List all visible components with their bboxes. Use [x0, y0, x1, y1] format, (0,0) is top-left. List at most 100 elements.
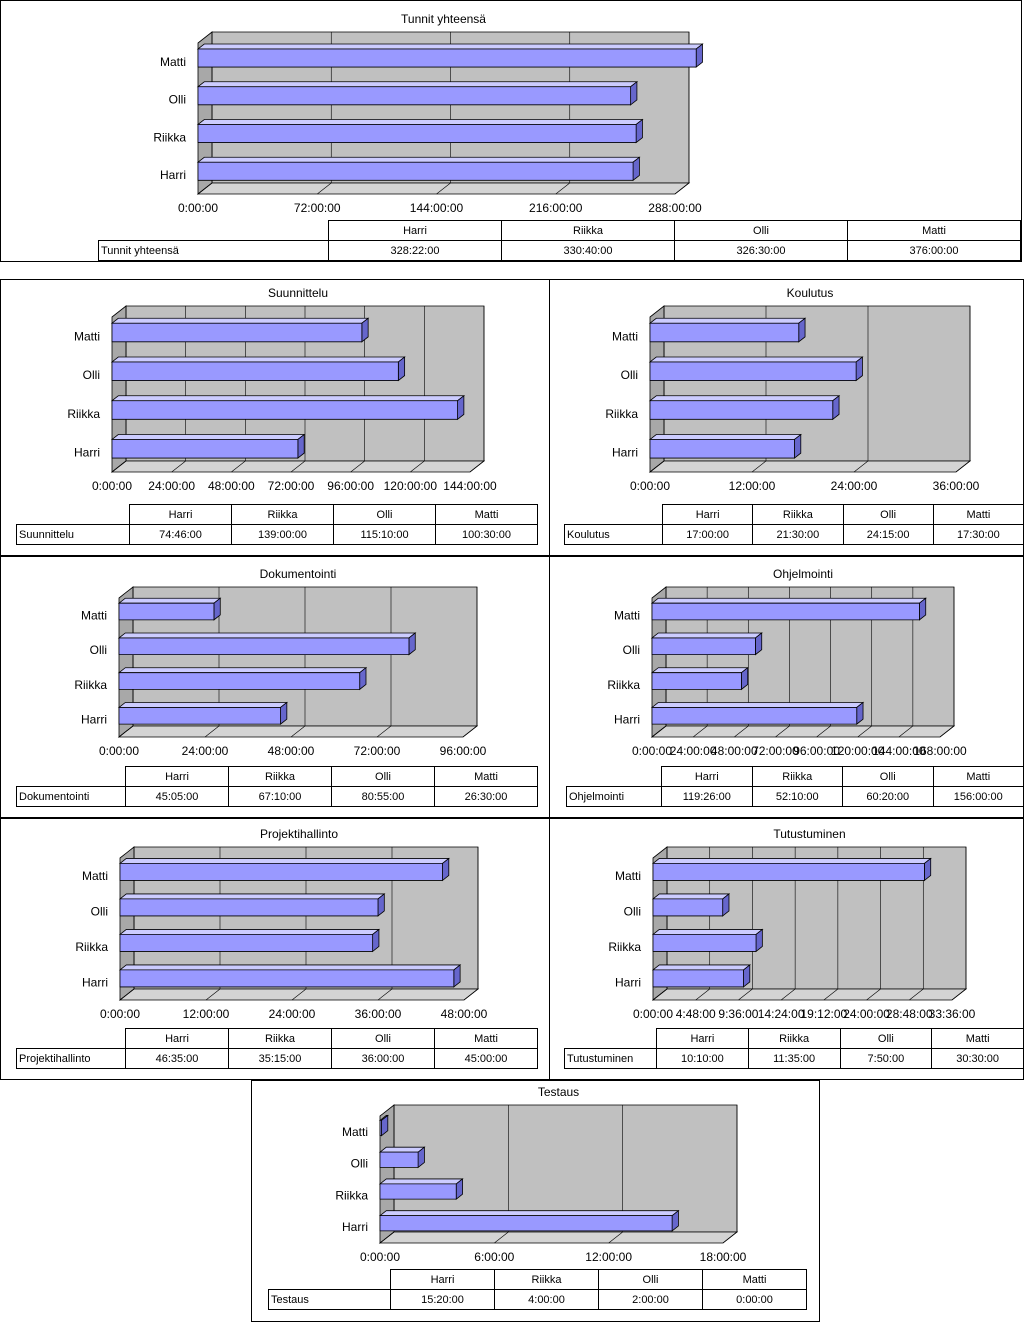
x-tick-label: 4:48:00 — [676, 1007, 716, 1021]
bar-riikka — [117, 666, 368, 691]
table-value-cell: 100:30:00 — [435, 524, 538, 545]
bar-front — [197, 86, 632, 106]
bar-front — [652, 933, 757, 952]
table-value-cell: 10:10:00 — [656, 1048, 749, 1069]
bar-front — [197, 161, 634, 181]
y-category-label: Riikka — [75, 940, 108, 954]
bar-riikka — [651, 928, 764, 953]
floor-gridline — [939, 725, 955, 738]
bar-front — [651, 672, 742, 690]
table-value-cell: 35:15:00 — [228, 1048, 332, 1069]
table-header-cell: Olli — [842, 504, 934, 525]
y-category-label: Riikka — [153, 130, 186, 144]
table-value-cell: 2:00:00 — [598, 1289, 703, 1310]
y-category-label: Harri — [612, 446, 638, 460]
data-table-projektihallinto: Harri Riikka Olli Matti Projektihallinto 46:3… — [16, 1028, 538, 1069]
y-category-label: Matti — [160, 55, 186, 69]
floor-gridline — [205, 988, 221, 1001]
bar-top — [378, 1210, 680, 1217]
bar-matti — [110, 317, 370, 343]
floor-gridline — [898, 725, 914, 738]
bar-top — [650, 597, 927, 604]
bar-front — [118, 602, 215, 621]
y-category-label: Olli — [624, 904, 641, 918]
chart-panel-total: Tunnit yhteensä 0:00:00 72:00:00 144:00:00 2… — [0, 0, 1022, 262]
table-header-cell: Harri — [125, 1028, 229, 1049]
bar-matti — [118, 857, 450, 882]
y-category-label: Riikka — [67, 407, 100, 421]
bar-top — [648, 395, 841, 402]
bar-front — [651, 707, 858, 725]
x-tick-label: 288:00:00 — [648, 201, 702, 215]
floor-gridline — [951, 988, 967, 1001]
y-category-label: Olli — [351, 1157, 368, 1171]
x-tick-label: 36:00:00 — [933, 479, 980, 493]
bar-top — [378, 1146, 426, 1153]
y-category-label: Harri — [160, 168, 186, 182]
chart-panel-suunnittelu: Suunnittelu 0:00:00 24:00:00 48:00:00 72:00:… — [0, 279, 550, 556]
floor-gridline — [751, 460, 767, 473]
bar-harri — [110, 433, 306, 459]
bar-riikka — [650, 666, 749, 691]
floor-gridline — [231, 460, 246, 473]
chart-svg-dokumentointi: Dokumentointi 0:00:00 24:00:00 48:00:00 72:0… — [74, 567, 486, 758]
table-value-cell: 74:46:00 — [129, 524, 232, 545]
chart-title: Tunnit yhteensä — [401, 12, 486, 26]
x-tick-label: 33:36:00 — [929, 1007, 976, 1021]
bar-front — [649, 361, 857, 381]
x-tick-label: 48:00:00 — [711, 744, 758, 758]
data-table-total: Harri Riikka Olli Matti Tunnit yhteensä 328:2… — [98, 220, 1021, 261]
floor-gridline — [119, 988, 135, 1001]
chart-title: Suunnittelu — [268, 286, 328, 300]
bar-front — [197, 48, 697, 68]
bar-riikka — [196, 118, 644, 144]
chart-svg-tutustuminen: Tutustuminen 0:00:00 4:48:00 9:36:00 14:24:0… — [608, 827, 976, 1021]
table-header-cell: Olli — [839, 1028, 933, 1049]
bar-top — [651, 964, 751, 971]
y-category-label: Matti — [612, 329, 638, 343]
floor-gridline — [823, 988, 839, 1001]
table-header-cell: Matti — [847, 220, 1021, 241]
chart-title: Koulutus — [787, 286, 834, 300]
x-tick-label: 12:00:00 — [729, 479, 776, 493]
table-row-label: Ohjelmointi — [566, 786, 662, 807]
chart-svg-testaus: Testaus 0:00:00 6:00:00 12:00:00 18:00:00 Har… — [335, 1085, 746, 1264]
table-row-label: Suunnittelu — [16, 524, 130, 545]
table-header-cell: Matti — [932, 766, 1024, 787]
x-tick-label: 48:00:00 — [441, 1007, 488, 1021]
x-tick-label: 24:00:00 — [831, 479, 878, 493]
table-header-cell: Olli — [331, 1028, 435, 1049]
data-table-dokumentointi: Harri Riikka Olli Matti Dokumentointi 45:05:0… — [16, 766, 538, 807]
table-value-cell: 80:55:00 — [331, 786, 435, 807]
table-header-cell: Riikka — [747, 1028, 841, 1049]
floor-gridline — [379, 1231, 395, 1244]
bar-olli — [650, 632, 763, 656]
table-value-cell: 60:20:00 — [842, 786, 934, 807]
table-value-cell: 52:10:00 — [751, 786, 843, 807]
bar-matti — [117, 597, 222, 621]
bar-riikka — [378, 1178, 464, 1200]
floor-gridline — [649, 460, 665, 473]
y-category-label: Matti — [615, 869, 641, 883]
x-tick-label: 168:00:00 — [913, 744, 967, 758]
bar-top — [196, 156, 641, 163]
bar-olli — [648, 356, 864, 382]
bar-top — [118, 858, 450, 864]
x-tick-label: 144:00:00 — [443, 479, 497, 493]
table-header-cell: Riikka — [751, 766, 843, 787]
chart-svg-koulutus: Koulutus 0:00:00 12:00:00 24:00:00 36:00:00 H… — [605, 286, 980, 493]
table-header-cell: Harri — [328, 220, 502, 241]
x-tick-label: 36:00:00 — [355, 1007, 402, 1021]
bar-top — [110, 317, 370, 324]
x-tick-label: 0:00:00 — [633, 1007, 673, 1021]
bar-front — [119, 862, 443, 881]
y-category-label: Olli — [90, 643, 107, 657]
x-tick-label: 0:00:00 — [92, 479, 132, 493]
floor-gridline — [469, 460, 485, 473]
floor-gridline — [171, 460, 186, 473]
y-category-label: Olli — [169, 93, 186, 107]
y-category-label: Matti — [81, 608, 107, 622]
bar-front — [118, 707, 281, 725]
y-category-label: Harri — [614, 713, 640, 727]
floor-gridline — [738, 988, 753, 1001]
